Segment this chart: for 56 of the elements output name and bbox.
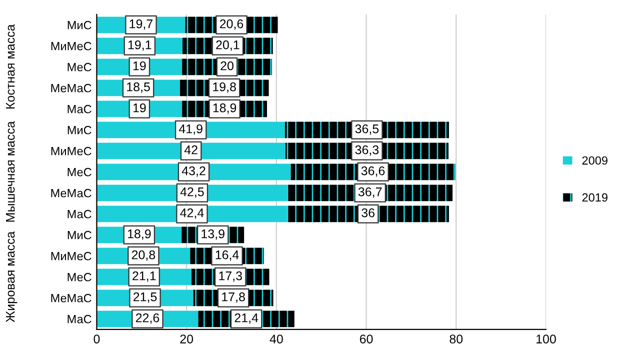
x-tick-label: 0 bbox=[94, 334, 100, 344]
y-tick-label: МиМеС bbox=[51, 146, 92, 156]
data-label: 41,9 bbox=[178, 124, 202, 135]
data-label: 20,8 bbox=[132, 250, 156, 261]
data-label: 36,5 bbox=[355, 124, 379, 135]
legend-label: 2019 bbox=[582, 193, 608, 202]
y-tick-label: МеМаС bbox=[51, 188, 92, 198]
data-label: 13,9 bbox=[202, 229, 224, 240]
data-label: 18,9 bbox=[128, 229, 151, 240]
y-tick-label: МиМеС bbox=[51, 42, 92, 50]
data-label: 19,7 bbox=[130, 19, 153, 30]
data-label: 17,3 bbox=[219, 271, 242, 282]
data-label: 20,1 bbox=[216, 40, 240, 51]
data-label: 16,4 bbox=[216, 250, 239, 261]
data-label: 21,4 bbox=[234, 313, 258, 324]
x-tick-label: 40 bbox=[270, 334, 283, 344]
y-tick-label: МеС bbox=[68, 272, 92, 282]
y-tick-label: МиС bbox=[68, 126, 92, 134]
data-label: 42,4 bbox=[180, 208, 204, 219]
x-tick-label: 60 bbox=[360, 334, 373, 344]
y-tick-label: МеС bbox=[68, 168, 92, 176]
data-label: 43,2 bbox=[182, 166, 206, 177]
data-label: 19 bbox=[133, 61, 146, 70]
data-label: 19 bbox=[133, 103, 146, 112]
data-label: 19,1 bbox=[128, 40, 152, 51]
data-label: 17,8 bbox=[222, 292, 245, 303]
y-tick-label: МеМаС bbox=[51, 294, 92, 302]
text: Жировая масса bbox=[6, 231, 18, 322]
data-label: 18,5 bbox=[127, 82, 150, 93]
data-label: 21,5 bbox=[133, 292, 157, 303]
data-label: 20,6 bbox=[220, 19, 244, 30]
y-tick-label: МаС bbox=[68, 210, 92, 218]
data-label: 36,3 bbox=[355, 145, 379, 156]
y-tick-label: МеМаС bbox=[51, 84, 92, 92]
data-label: 21,1 bbox=[132, 271, 156, 282]
data-label: 18,9 bbox=[213, 103, 236, 114]
data-label: 22,6 bbox=[136, 313, 160, 324]
data-label: 20 bbox=[220, 61, 234, 70]
y-tick-label: МаС bbox=[68, 314, 92, 324]
y-tick-label: МаС bbox=[68, 104, 92, 114]
text: Костная масса bbox=[6, 24, 15, 109]
y-tick-label: МиМеС bbox=[51, 252, 92, 260]
y-tick-label: МиС bbox=[68, 20, 92, 30]
x-tick-label: 80 bbox=[450, 334, 463, 344]
data-label: 42 bbox=[184, 145, 198, 154]
y-tick-label: МеС bbox=[68, 62, 92, 72]
data-label: 42,5 bbox=[180, 187, 204, 198]
data-label: 19,8 bbox=[213, 82, 236, 93]
data-label: 36 bbox=[362, 208, 374, 218]
text: Мышечная масса bbox=[6, 121, 15, 222]
data-label: 36,7 bbox=[358, 187, 382, 198]
y-tick-label: МиС bbox=[68, 230, 92, 240]
x-tick-label: 20 bbox=[180, 334, 194, 344]
legend-label: 2009 bbox=[582, 156, 608, 165]
x-tick-label: 100 bbox=[536, 334, 556, 344]
data-label: 36,6 bbox=[361, 166, 385, 177]
